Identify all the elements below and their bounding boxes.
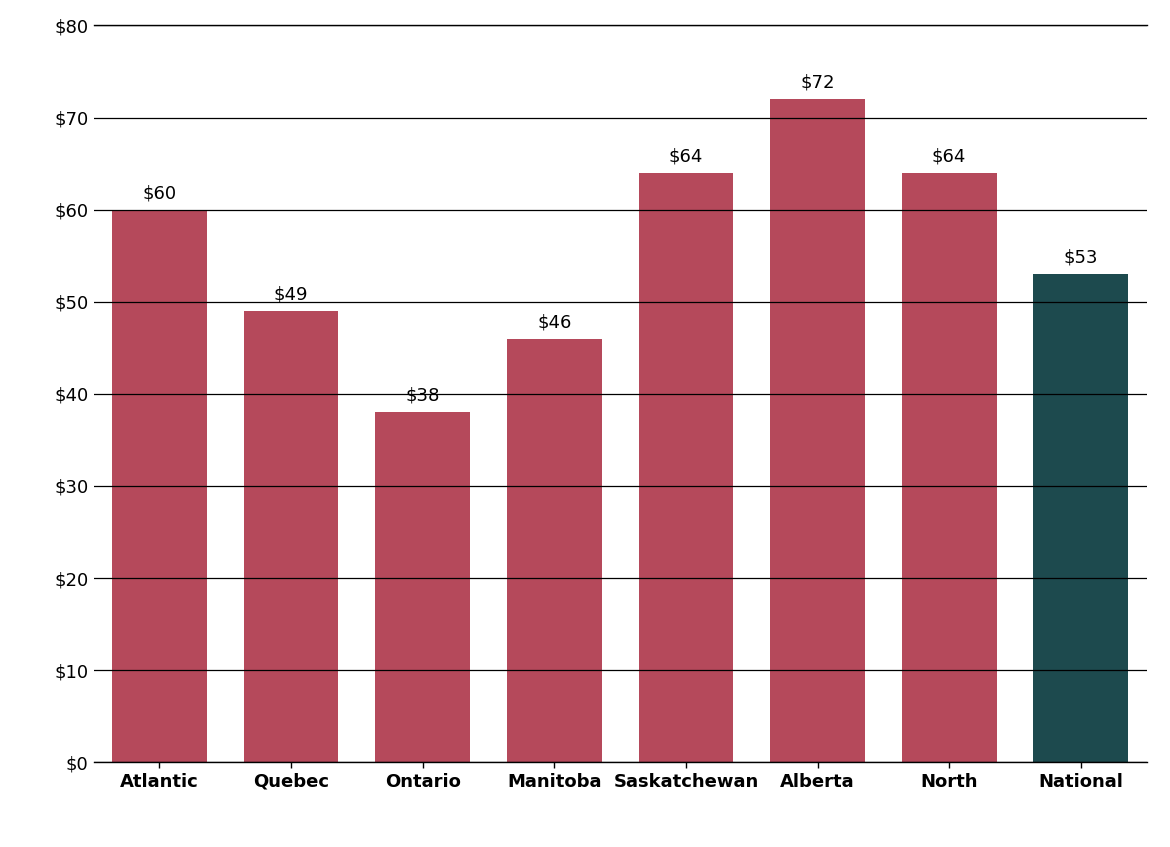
Bar [243,311,338,762]
Text: $72: $72 [800,74,834,91]
Bar [507,339,601,762]
Text: $49: $49 [274,285,308,303]
Text: $60: $60 [143,185,177,202]
Text: $53: $53 [1064,249,1097,267]
Bar [376,412,470,762]
Bar [902,173,997,762]
Bar [639,173,734,762]
Bar [112,209,207,762]
Text: $64: $64 [669,147,703,165]
Bar [1033,274,1128,762]
Text: $64: $64 [932,147,966,165]
Text: $46: $46 [537,313,571,331]
Bar [770,99,865,762]
Text: $38: $38 [406,387,440,405]
